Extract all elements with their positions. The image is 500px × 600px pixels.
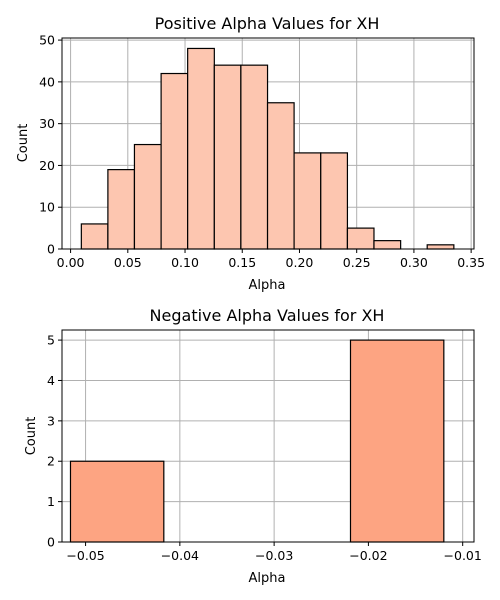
plot-frame (61, 329, 475, 543)
histogram-bar (187, 47, 215, 250)
x-tick-label: 0.30 (400, 255, 428, 270)
histogram-bar (373, 240, 402, 250)
y-axis-ticks: 0 1 2 3 4 5 (47, 333, 62, 550)
x-tick-label: −0.02 (349, 548, 387, 563)
x-tick-label: 0.05 (114, 255, 142, 270)
y-tick-label: 0 (47, 535, 55, 550)
chart-title: Positive Alpha Values for XH (155, 14, 380, 33)
y-axis-ticks: 0 10 20 30 40 50 (39, 33, 62, 257)
histogram-bar (133, 143, 162, 250)
histogram-bar (266, 102, 295, 250)
histogram-bar (293, 152, 322, 250)
x-tick-label: −0.01 (444, 548, 482, 563)
y-tick-label: 20 (39, 158, 55, 173)
y-axis-label: Count (16, 124, 31, 163)
x-axis-ticks: 0.00 0.05 0.10 0.15 0.20 0.25 0.30 0.35 (57, 249, 485, 270)
x-tick-label: −0.03 (255, 548, 293, 563)
histogram-bar (107, 169, 136, 250)
y-tick-label: 2 (47, 454, 55, 469)
positive-alpha-chart: Positive Alpha Values for XH 0.00 0.05 0.1… (16, 14, 485, 293)
histogram-bar (346, 227, 375, 250)
negative-alpha-chart: Negative Alpha Values for XH −0.05 −0.04−… (24, 306, 482, 586)
histogram-bar (69, 460, 165, 543)
y-axis-label: Count (24, 417, 39, 456)
y-tick-label: 4 (47, 373, 55, 388)
x-tick-label: 0.35 (457, 255, 485, 270)
x-axis-ticks: −0.05 −0.04 −0.03 −0.02 −0.01 (66, 542, 482, 563)
histogram-bar (426, 244, 455, 250)
histogram-bar (160, 72, 189, 250)
bars (69, 339, 445, 543)
y-tick-label: 40 (39, 74, 55, 89)
histogram-bar (213, 64, 242, 250)
histogram-bar (349, 339, 445, 543)
x-axis-label: Alpha (249, 571, 286, 586)
x-tick-label: 0.00 (57, 255, 85, 270)
x-tick-label: 0.15 (228, 255, 256, 270)
x-tick-label: 0.25 (343, 255, 371, 270)
y-tick-label: 1 (47, 494, 55, 509)
chart-title: Negative Alpha Values for XH (150, 306, 385, 325)
bars (80, 47, 455, 250)
y-tick-label: 30 (39, 116, 55, 131)
x-tick-label: −0.05 (66, 548, 104, 563)
y-tick-label: 50 (39, 33, 55, 48)
y-tick-label: 3 (47, 413, 55, 428)
x-tick-label: 0.20 (286, 255, 314, 270)
histogram-bar (240, 64, 269, 250)
y-tick-label: 5 (47, 333, 55, 348)
y-tick-label: 0 (47, 242, 55, 257)
y-tick-label: 10 (39, 200, 55, 215)
x-tick-label: 0.10 (171, 255, 199, 270)
plot-frame (61, 37, 475, 250)
x-axis-label: Alpha (249, 278, 286, 293)
x-tick-label: −0.04 (161, 548, 199, 563)
histogram-bar (80, 223, 109, 250)
histogram-bar (320, 152, 349, 250)
